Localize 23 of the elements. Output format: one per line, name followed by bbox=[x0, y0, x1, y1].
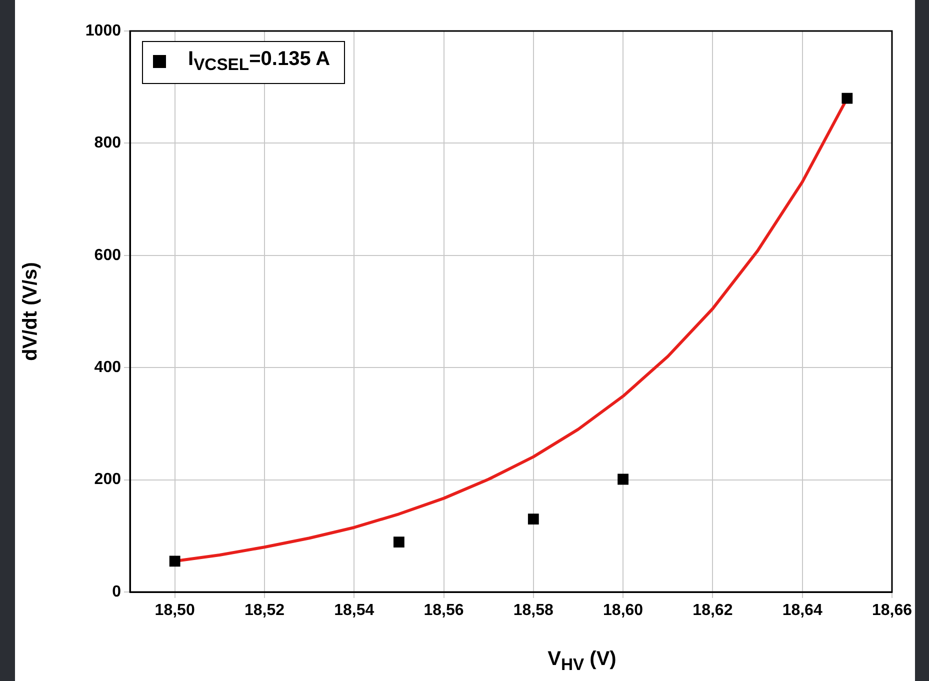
y-axis-title: dV/dt (V/s) bbox=[20, 262, 42, 361]
point bbox=[842, 92, 853, 104]
x-tick-label: 18,60 bbox=[603, 602, 644, 620]
point bbox=[393, 536, 404, 548]
point bbox=[169, 556, 180, 567]
x-tick-label: 18,58 bbox=[513, 602, 554, 620]
y-tick-label: 600 bbox=[94, 246, 122, 264]
x-tick-label: 18,64 bbox=[782, 602, 822, 620]
y-tick-label: 400 bbox=[94, 359, 122, 376]
x-tick-label: 18,62 bbox=[692, 602, 733, 620]
legend-label: I$_{VCSEL}$=0.135 A bbox=[188, 48, 330, 75]
point bbox=[618, 474, 628, 485]
x-tick-label: 18,50 bbox=[154, 602, 195, 620]
y-tick-label: 200 bbox=[94, 471, 122, 488]
x-axis-title: V$_{HV}$ (V) bbox=[548, 648, 616, 675]
point bbox=[528, 514, 539, 525]
x-tick-label: 18,56 bbox=[424, 602, 464, 620]
y-tick-label: 0 bbox=[112, 583, 122, 600]
y-tick-label: 800 bbox=[94, 134, 122, 152]
x-tick-label: 18,54 bbox=[334, 602, 374, 620]
x-tick-label: 18,52 bbox=[244, 602, 285, 620]
y-tick-label: 1000 bbox=[85, 22, 122, 40]
x-tick-label: 18,66 bbox=[872, 602, 912, 620]
